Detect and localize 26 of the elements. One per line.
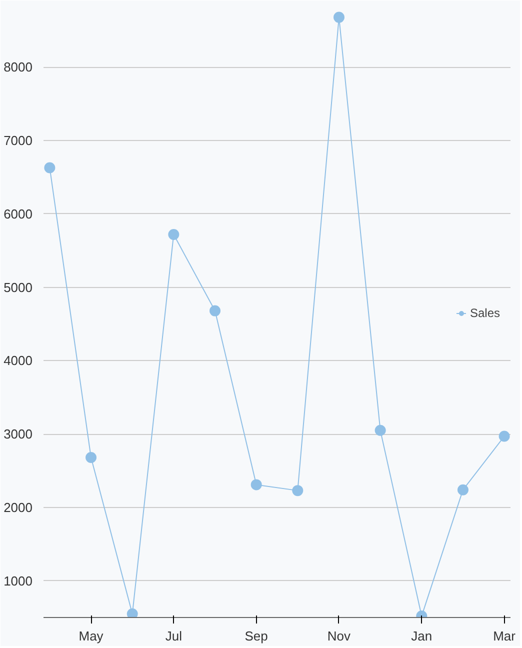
y-tick-label: 3000	[4, 426, 32, 442]
x-tick-label: Jan	[411, 628, 432, 644]
point	[292, 485, 304, 496]
point	[457, 484, 468, 496]
x-tick-label: Sep	[244, 628, 268, 644]
point	[210, 305, 221, 316]
point	[333, 12, 344, 23]
point	[250, 479, 262, 490]
point	[44, 162, 56, 174]
point	[498, 430, 510, 442]
x-tick-label: Nov	[327, 628, 352, 644]
y-tick-label: 4000	[4, 353, 32, 368]
x-tick-label: May	[78, 628, 104, 644]
y-tick-label: 2000	[4, 500, 32, 515]
y-tick-label: 7000	[4, 133, 32, 148]
y-tick-label: 8000	[4, 60, 32, 75]
y-tick-label: 1000	[4, 573, 32, 588]
x-tick-label: Mar	[493, 628, 516, 644]
point	[126, 608, 138, 618]
x-tick-label: Jul	[165, 628, 182, 644]
point	[374, 424, 386, 436]
point	[86, 452, 97, 464]
point	[168, 229, 180, 240]
y-tick-label: 5000	[4, 280, 32, 295]
legend-label: Sales	[470, 306, 500, 320]
y-tick-label: 6000	[4, 206, 32, 222]
